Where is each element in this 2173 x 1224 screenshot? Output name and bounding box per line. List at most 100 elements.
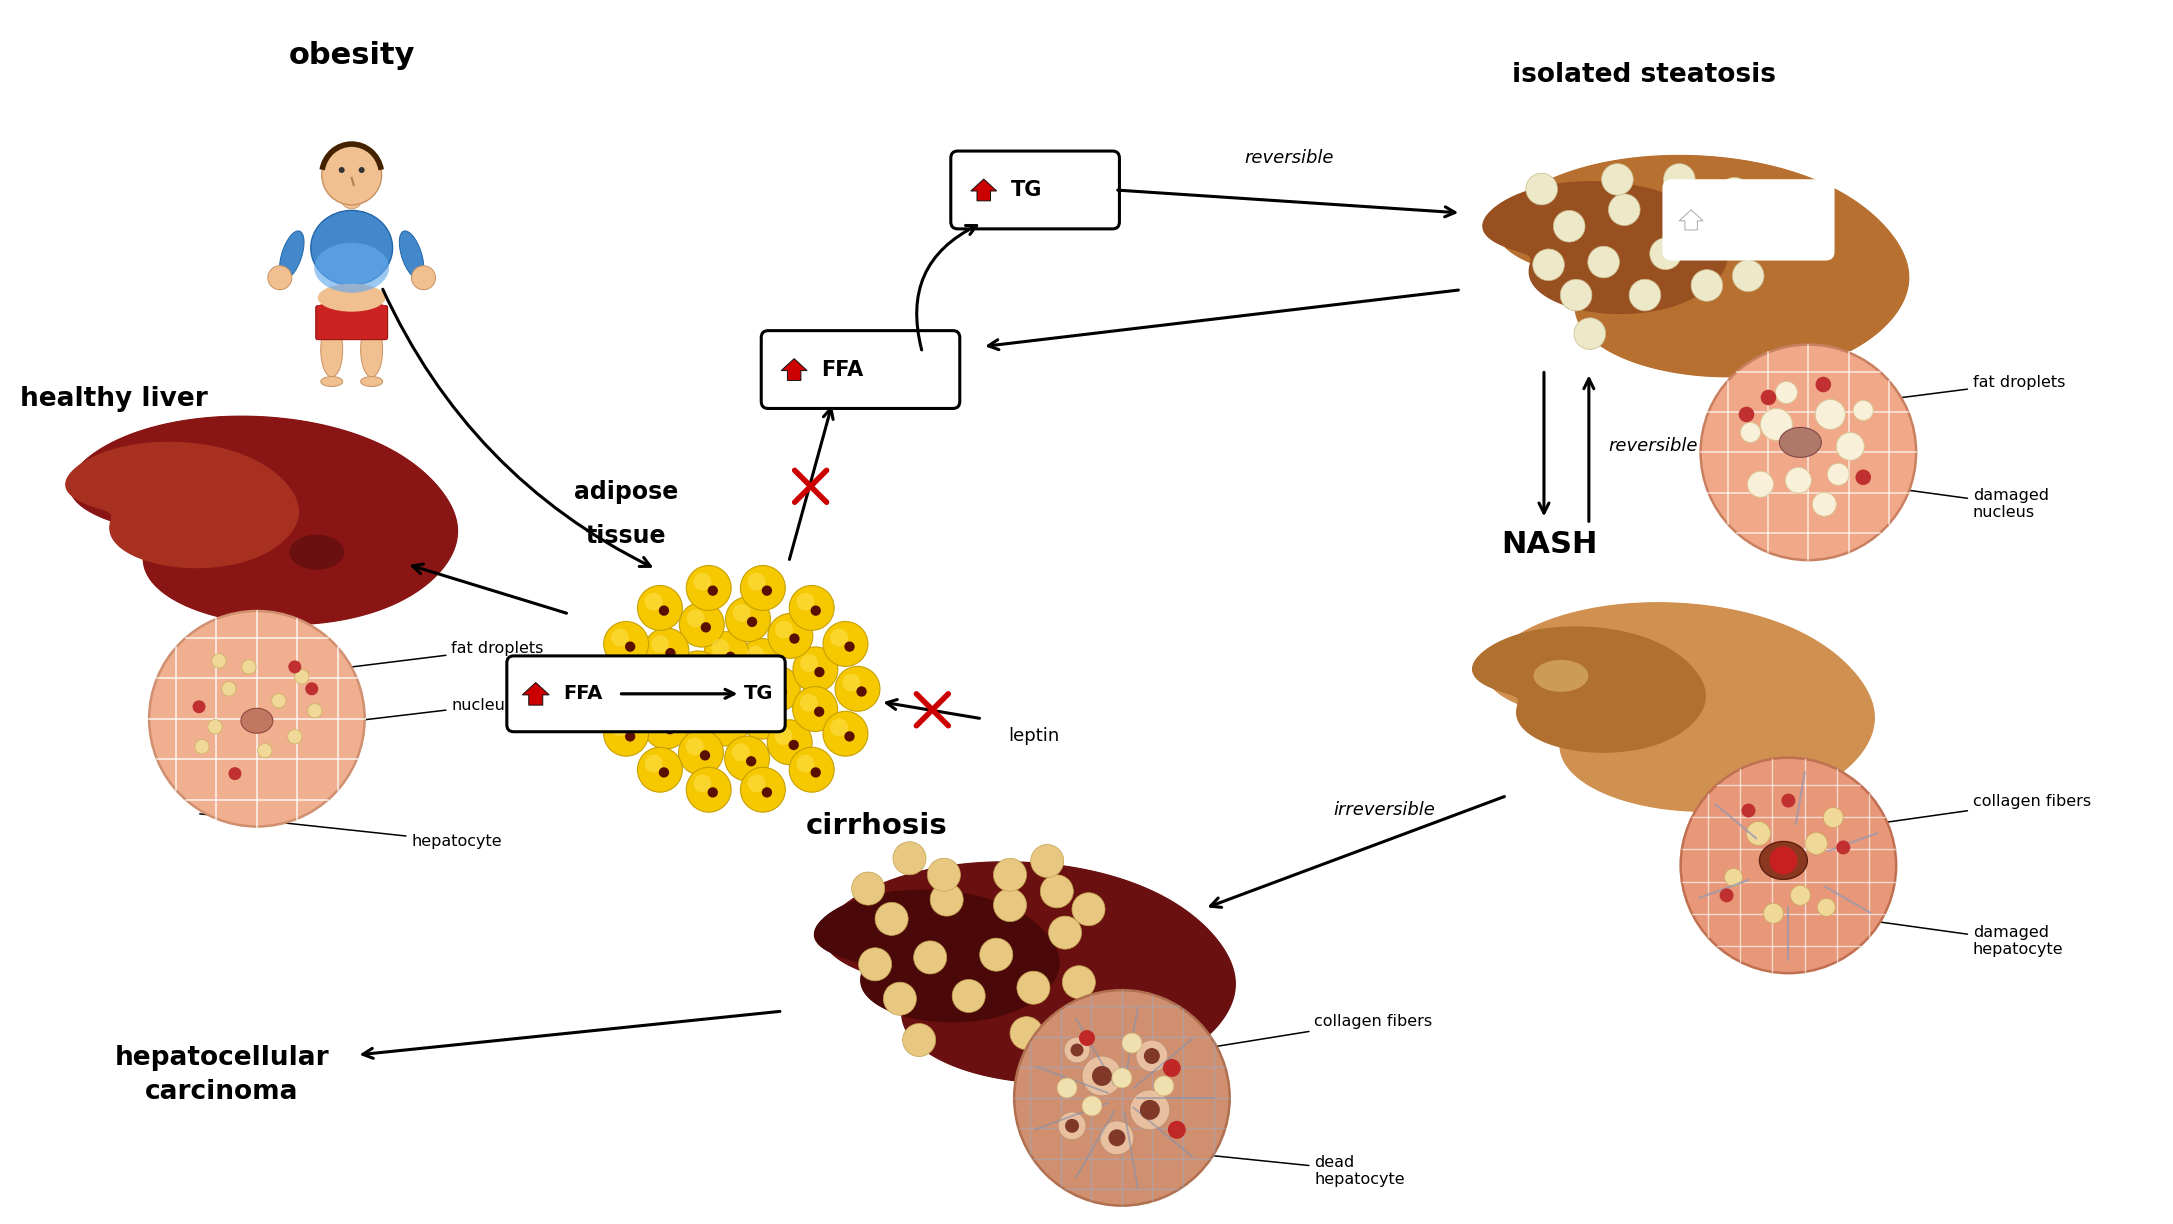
Circle shape [1100, 1121, 1134, 1154]
Circle shape [698, 701, 706, 712]
Circle shape [1856, 470, 1871, 485]
Circle shape [287, 730, 302, 744]
Circle shape [700, 622, 711, 633]
Circle shape [834, 666, 880, 711]
Circle shape [322, 146, 382, 204]
Circle shape [811, 606, 821, 616]
Circle shape [1701, 345, 1917, 561]
Polygon shape [1473, 627, 1706, 752]
Circle shape [1141, 1100, 1160, 1120]
Circle shape [637, 748, 682, 792]
FancyArrow shape [522, 683, 550, 705]
Polygon shape [1486, 603, 1873, 812]
Circle shape [1786, 468, 1812, 493]
Text: healthy liver: healthy liver [20, 387, 209, 412]
Circle shape [1041, 875, 1073, 908]
Circle shape [1760, 389, 1775, 405]
Circle shape [1725, 868, 1743, 886]
Circle shape [643, 628, 689, 673]
Circle shape [676, 651, 721, 695]
Text: leptin: leptin [1008, 727, 1060, 744]
Circle shape [665, 647, 676, 659]
Ellipse shape [361, 377, 382, 387]
Circle shape [1728, 224, 1760, 256]
Circle shape [741, 767, 784, 813]
Circle shape [1121, 1033, 1141, 1053]
Circle shape [676, 682, 721, 727]
Circle shape [789, 633, 800, 644]
Circle shape [732, 743, 750, 761]
Circle shape [1525, 174, 1558, 204]
Text: fat droplets: fat droplets [315, 641, 543, 672]
Circle shape [637, 673, 656, 692]
Circle shape [732, 603, 750, 622]
Circle shape [1065, 1119, 1080, 1133]
Circle shape [630, 666, 676, 711]
Circle shape [359, 166, 365, 173]
Circle shape [1806, 832, 1827, 854]
Circle shape [761, 659, 771, 668]
Circle shape [793, 687, 837, 732]
Circle shape [1836, 841, 1849, 854]
Circle shape [611, 718, 628, 737]
Circle shape [793, 647, 839, 692]
Circle shape [745, 756, 756, 766]
FancyBboxPatch shape [1665, 181, 1832, 258]
Text: nucleus: nucleus [267, 698, 513, 732]
Circle shape [1630, 279, 1660, 311]
Circle shape [678, 731, 724, 775]
Circle shape [658, 606, 669, 616]
Circle shape [811, 767, 821, 777]
Circle shape [767, 613, 813, 659]
Circle shape [1814, 399, 1845, 430]
Circle shape [748, 701, 765, 720]
Circle shape [1665, 164, 1695, 196]
Circle shape [721, 673, 739, 692]
Circle shape [1732, 259, 1764, 291]
Polygon shape [824, 862, 1234, 1083]
Circle shape [1056, 1078, 1078, 1098]
Circle shape [211, 654, 226, 668]
Circle shape [1082, 1056, 1121, 1095]
Circle shape [222, 682, 237, 696]
Circle shape [289, 661, 302, 673]
Circle shape [1649, 237, 1682, 269]
Ellipse shape [289, 535, 343, 569]
Circle shape [1775, 382, 1797, 404]
Circle shape [893, 842, 926, 875]
Ellipse shape [311, 211, 393, 285]
Circle shape [845, 641, 854, 652]
Circle shape [637, 585, 682, 630]
Circle shape [1719, 889, 1734, 902]
Text: cirrhosis: cirrhosis [806, 812, 947, 840]
Ellipse shape [315, 242, 389, 293]
Circle shape [763, 787, 771, 798]
Text: reversible: reversible [1608, 437, 1699, 455]
Circle shape [789, 748, 834, 792]
Text: collagen fibers: collagen fibers [1867, 794, 2090, 825]
Circle shape [980, 938, 1013, 971]
Circle shape [741, 565, 784, 611]
Ellipse shape [322, 377, 343, 387]
Circle shape [824, 622, 867, 666]
Circle shape [687, 565, 730, 611]
Text: FFA: FFA [563, 684, 604, 704]
Circle shape [748, 617, 756, 627]
Circle shape [1108, 1130, 1126, 1147]
Circle shape [708, 787, 717, 798]
Circle shape [1030, 845, 1065, 878]
Circle shape [1691, 269, 1723, 301]
Circle shape [884, 982, 917, 1015]
Circle shape [930, 883, 963, 916]
Text: irreversible: irreversible [1334, 800, 1434, 819]
Circle shape [763, 585, 771, 596]
Circle shape [711, 709, 730, 726]
Circle shape [1747, 821, 1771, 846]
Text: hepatocyte: hepatocyte [200, 814, 502, 849]
Circle shape [1560, 279, 1593, 311]
Circle shape [296, 670, 309, 684]
Circle shape [876, 902, 908, 935]
Circle shape [852, 871, 884, 905]
Circle shape [611, 629, 628, 646]
Circle shape [687, 737, 704, 755]
